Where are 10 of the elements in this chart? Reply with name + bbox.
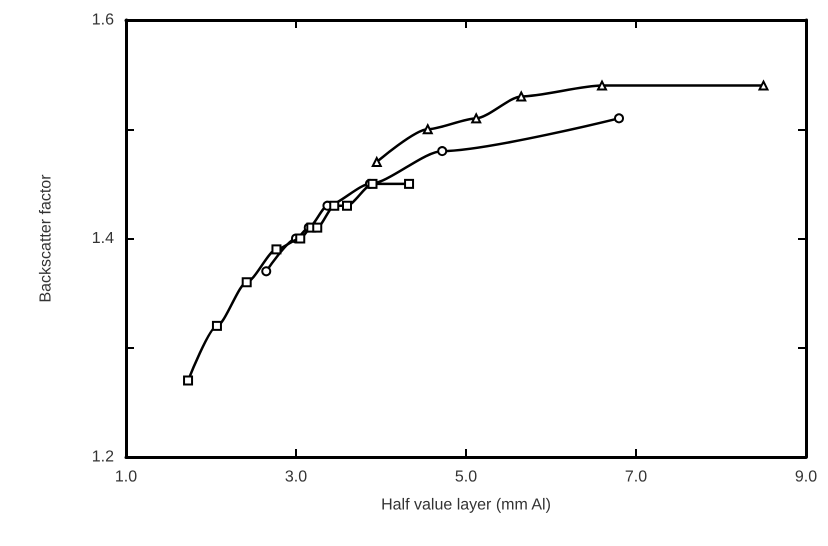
x-tick-label: 9.0 (794, 468, 818, 486)
x-tick-label: 5.0 (454, 468, 478, 486)
x-tick-label: 1.0 (114, 468, 138, 486)
y-tick-label: 1.4 (92, 230, 114, 247)
y-tick-label: 1.2 (92, 448, 114, 466)
x-tick-label: 7.0 (624, 468, 648, 486)
x-tick-label: 3.0 (284, 468, 308, 486)
y-tick-label: 1.6 (92, 12, 114, 28)
x-axis-title: Half value layer (mm Al) (381, 496, 551, 514)
y-axis-title: Backscatter factor (38, 174, 54, 303)
